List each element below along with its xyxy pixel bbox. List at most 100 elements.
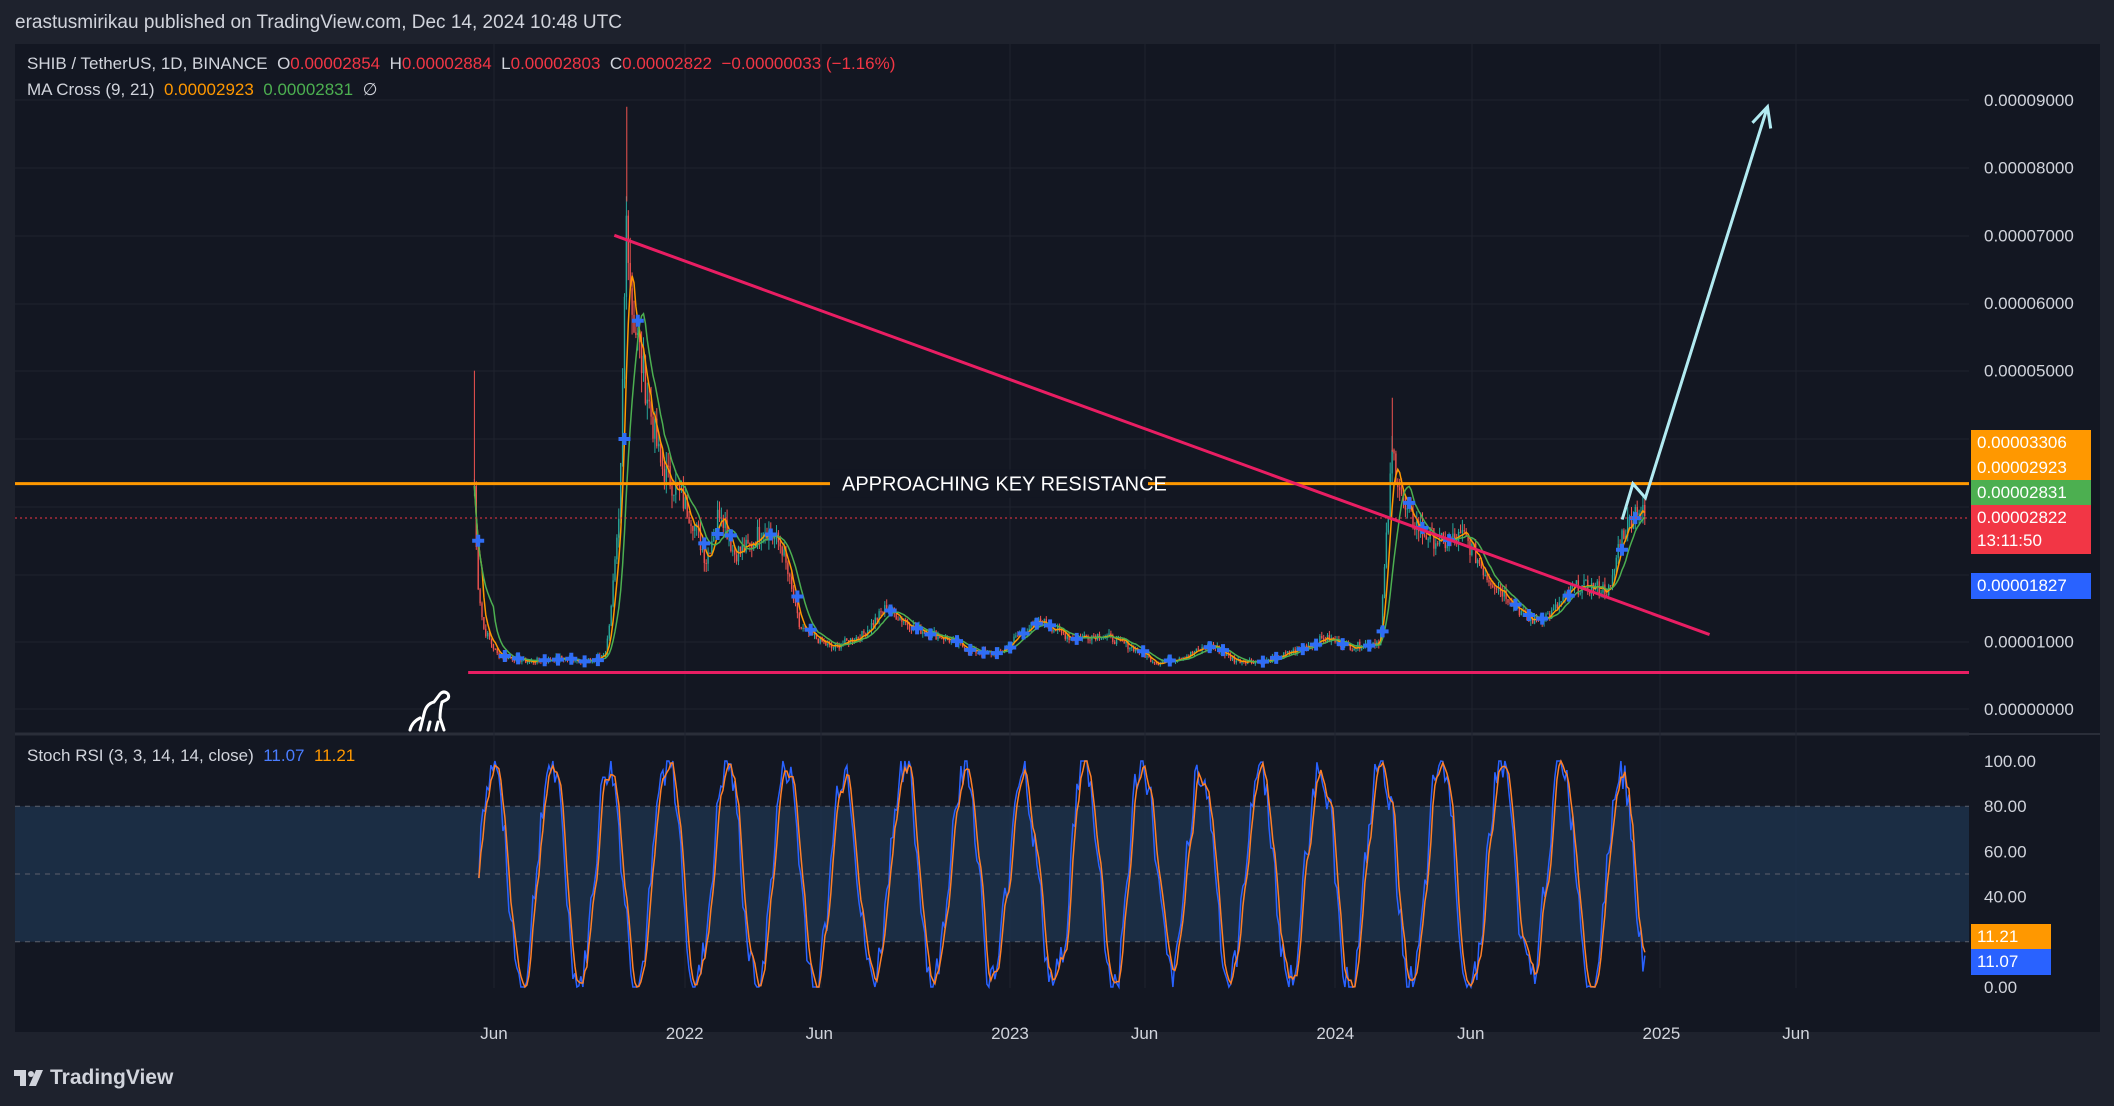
symbol-legend[interactable]: SHIB / TetherUS, 1D, BINANCE O0.00002854… <box>27 54 895 74</box>
candle-body <box>699 530 702 551</box>
candle-body <box>1360 648 1363 650</box>
tradingview-brand[interactable]: TradingView <box>14 1066 173 1090</box>
candle-body <box>733 550 736 555</box>
ma-cross-marker <box>791 590 804 603</box>
open-label: O <box>277 54 291 73</box>
candle-body <box>878 611 880 621</box>
price-tag-5: 0.00001827 <box>1971 573 2091 599</box>
candle-body <box>756 526 759 547</box>
candle-body <box>872 622 875 626</box>
candle-body <box>610 605 612 626</box>
candle-body <box>1283 652 1285 657</box>
close-value: 0.00002822 <box>622 54 712 73</box>
candle-body <box>667 465 669 467</box>
descending-trendline[interactable] <box>613 233 1711 636</box>
candle-body <box>1467 535 1469 541</box>
candle-body <box>534 662 536 664</box>
ma-cross-marker <box>631 314 644 327</box>
candle-body <box>1626 517 1629 536</box>
candle-body <box>1476 559 1479 564</box>
candle-body <box>870 622 873 630</box>
candle-body <box>1556 604 1559 609</box>
candle-body <box>642 355 645 374</box>
candle-body <box>1395 453 1397 483</box>
candle-body <box>1442 533 1445 538</box>
price-tag-2: 0.00002923 <box>1971 455 2091 481</box>
candle-body <box>657 443 660 447</box>
candle-body <box>1446 544 1448 549</box>
stoch-legend[interactable]: Stoch RSI (3, 3, 14, 14, close) 11.07 11… <box>27 746 355 766</box>
stoch-label[interactable]: Stoch RSI (3, 3, 14, 14, close) <box>27 746 254 765</box>
low-label: L <box>501 54 511 73</box>
candle-body <box>1290 653 1293 655</box>
price-tag-1: 0.00003306 <box>1971 430 2091 456</box>
candle-body <box>1558 602 1560 609</box>
time-tick-label: 2023 <box>991 1024 1029 1043</box>
candle-body <box>1127 641 1129 650</box>
candle-body <box>1585 580 1587 582</box>
candle-body <box>773 537 776 540</box>
price-tick-label: 0.00001000 <box>1984 632 2074 651</box>
candle-body <box>1492 585 1494 588</box>
candle-body <box>705 562 707 564</box>
candle-body <box>1189 651 1192 656</box>
price-tick-label: 0.00000000 <box>1984 700 2074 719</box>
candle-body <box>1146 655 1148 658</box>
candle-body <box>825 641 827 646</box>
candle-body <box>694 524 696 531</box>
candle-body <box>1359 641 1361 649</box>
candle-body <box>1134 648 1137 652</box>
candle-body <box>1490 582 1492 586</box>
candle-body <box>1322 638 1325 641</box>
candle-body <box>781 546 783 556</box>
candle-body <box>1129 647 1131 650</box>
candle-body <box>561 656 563 659</box>
candle-body <box>1284 652 1287 654</box>
ma-cross-marker <box>724 529 737 542</box>
candle-body <box>779 542 781 547</box>
candle-body <box>1465 531 1467 536</box>
candle-body <box>1252 662 1255 664</box>
candle-body <box>621 378 624 463</box>
ma-legend[interactable]: MA Cross (9, 21) 0.00002923 0.00002831 ∅ <box>27 80 377 100</box>
candle-body <box>1575 580 1578 585</box>
candle-body <box>574 661 576 663</box>
candle-body <box>1531 618 1534 624</box>
candle-body <box>1195 648 1198 653</box>
candle-body <box>1015 635 1017 637</box>
candle-body <box>1552 608 1555 611</box>
stoch-tick-label: 60.00 <box>1984 842 2027 861</box>
candle-body <box>1108 633 1110 636</box>
annotation-box[interactable]: APPROACHING KEY RESISTANCE <box>830 469 1167 498</box>
candle-body <box>1547 613 1549 615</box>
candle-body <box>678 486 681 491</box>
candle-body <box>1148 655 1150 657</box>
candle-body <box>941 638 943 640</box>
ma-cross-marker <box>1615 543 1628 556</box>
candle-body <box>819 636 821 644</box>
candle-body <box>1425 535 1427 540</box>
candle-body <box>675 482 677 495</box>
candle-body <box>1433 528 1435 549</box>
ma-label[interactable]: MA Cross (9, 21) <box>27 80 155 99</box>
candle-body <box>868 629 871 631</box>
candle-body <box>1636 507 1638 516</box>
candle-body <box>1606 594 1608 596</box>
candle-body <box>1562 596 1564 602</box>
annotation-label: APPROACHING KEY RESISTANCE <box>842 474 1167 496</box>
candle-body <box>1486 575 1488 581</box>
candle-body <box>521 660 523 662</box>
price-tick-label: 0.00006000 <box>1984 294 2074 313</box>
candle-body <box>1389 473 1391 518</box>
candle-body <box>1611 575 1614 587</box>
candle-body <box>1151 661 1154 663</box>
candle-body <box>1229 655 1232 660</box>
symbol-label[interactable]: SHIB / TetherUS, 1D, BINANCE <box>27 54 268 73</box>
candle-body <box>741 545 743 552</box>
candle-body <box>1505 590 1507 600</box>
price-pane[interactable] <box>15 44 1969 732</box>
projection-arrow[interactable] <box>1620 106 1769 520</box>
price-tick-label: 0.00008000 <box>1984 159 2074 178</box>
candle-body <box>789 574 791 577</box>
